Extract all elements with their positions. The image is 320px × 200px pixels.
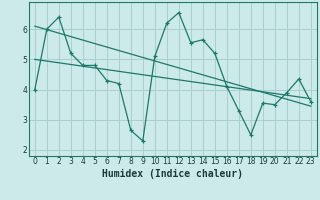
X-axis label: Humidex (Indice chaleur): Humidex (Indice chaleur) (102, 169, 243, 179)
